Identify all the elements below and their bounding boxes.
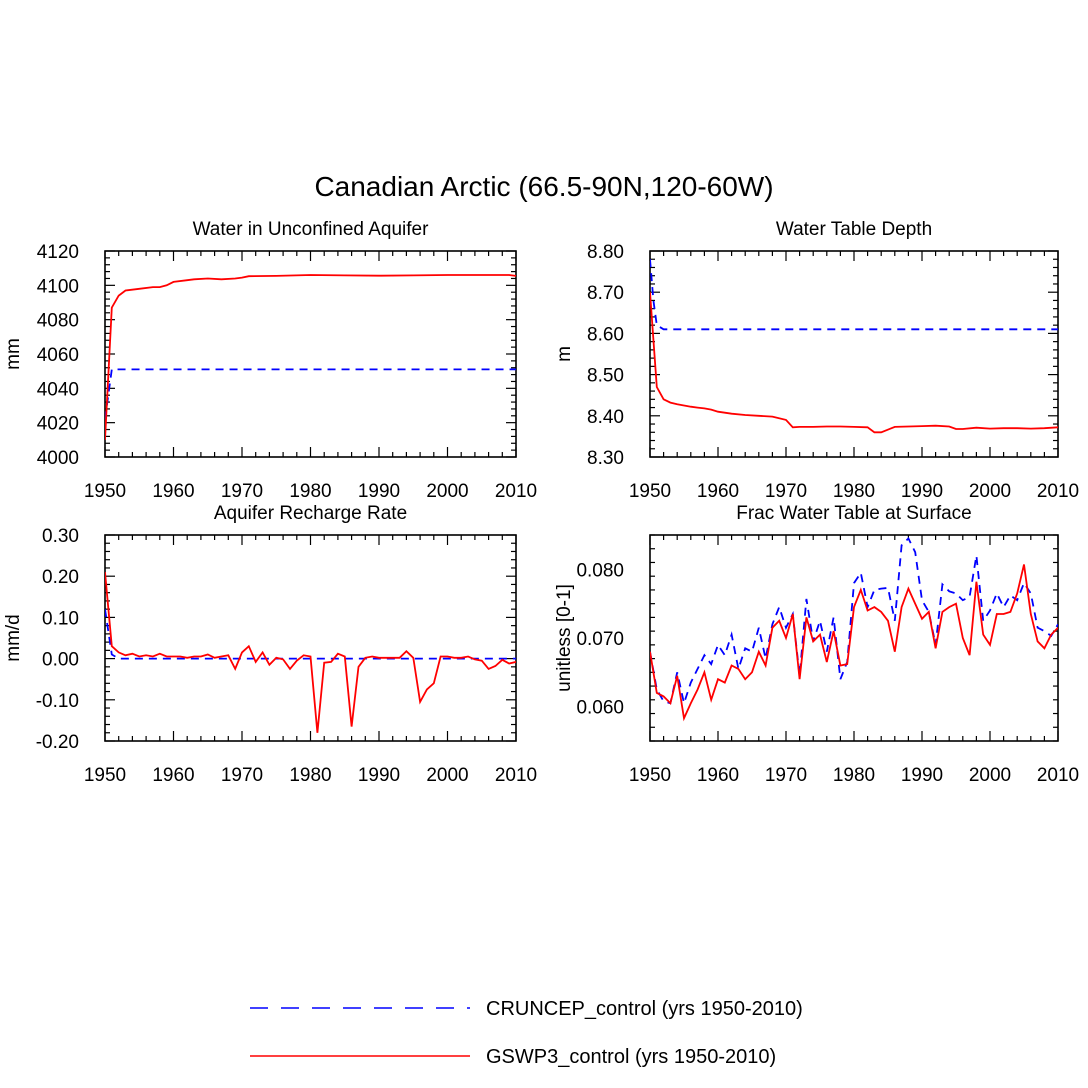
x-tick-label: 1980 bbox=[833, 481, 875, 502]
figure-title: Canadian Arctic (66.5-90N,120-60W) bbox=[314, 171, 773, 202]
x-tick-label: 2010 bbox=[1037, 481, 1079, 502]
panel-1: Water in Unconfined Aquifer mm 1950 1960 197… bbox=[3, 219, 537, 502]
x-tick-label: 1980 bbox=[289, 481, 331, 502]
legend-label-cruncep: CRUNCEP_control (yrs 1950-2010) bbox=[486, 998, 803, 1020]
y-tick-label: 4060 bbox=[37, 345, 79, 366]
y-tick-label: 8.40 bbox=[587, 407, 624, 428]
y-tick-label: 4100 bbox=[37, 276, 79, 297]
y-tick-label: 4120 bbox=[37, 242, 79, 263]
series-line-cruncep bbox=[105, 609, 516, 660]
y-tick-label: 0.20 bbox=[42, 567, 79, 588]
x-tick-label: 2010 bbox=[1037, 765, 1079, 786]
x-tick-label: 1960 bbox=[152, 765, 194, 786]
y-tick-label: 0.060 bbox=[576, 698, 624, 719]
series-line-cruncep bbox=[105, 368, 516, 420]
x-tick-label: 2010 bbox=[495, 765, 537, 786]
x-tick-label: 1950 bbox=[629, 481, 671, 502]
panels: Water in Unconfined Aquifer mm 1950 1960 197… bbox=[3, 219, 1079, 786]
panel-3: Aquifer Recharge Rate mm/d 1950 1960 1970 198… bbox=[3, 503, 537, 786]
series-line-cruncep bbox=[650, 259, 1058, 331]
x-tick-label: 1960 bbox=[152, 481, 194, 502]
x-tick-label: 1970 bbox=[765, 481, 807, 502]
x-tick-label: 1990 bbox=[358, 481, 400, 502]
y-tick-label: 0.080 bbox=[576, 560, 624, 581]
panel-2: Water Table Depth m 1950 1960 1970 1980 1990 20… bbox=[554, 219, 1079, 502]
x-tick-label: 2000 bbox=[426, 765, 468, 786]
y-tick-label: 4080 bbox=[37, 311, 79, 332]
y-tick-label: 0.00 bbox=[42, 650, 79, 671]
y-axis-label: unitless [0-1] bbox=[554, 584, 575, 692]
x-tick-label: 1970 bbox=[765, 765, 807, 786]
y-tick-label: 0.10 bbox=[42, 608, 79, 629]
x-tick-label: 1990 bbox=[901, 765, 943, 786]
y-tick-label: -0.20 bbox=[36, 732, 79, 753]
y-axis-label: m bbox=[554, 346, 575, 362]
x-tick-label: 1970 bbox=[221, 765, 263, 786]
x-tick-label: 1950 bbox=[84, 765, 126, 786]
y-tick-label: 8.50 bbox=[587, 366, 624, 387]
x-tick-label: 1990 bbox=[358, 765, 400, 786]
y-tick-label: -0.10 bbox=[36, 691, 79, 712]
x-tick-label: 1980 bbox=[289, 765, 331, 786]
y-axis-label: mm bbox=[3, 338, 24, 370]
plot-frame bbox=[649, 534, 1059, 742]
x-tick-label: 2000 bbox=[426, 481, 468, 502]
panel-title: Aquifer Recharge Rate bbox=[214, 503, 407, 524]
x-tick-label: 1950 bbox=[84, 481, 126, 502]
y-tick-label: 4000 bbox=[37, 448, 79, 469]
x-tick-label: 1950 bbox=[629, 765, 671, 786]
x-tick-label: 1960 bbox=[697, 765, 739, 786]
panel-title: Frac Water Table at Surface bbox=[736, 503, 972, 524]
x-tick-label: 2000 bbox=[969, 765, 1011, 786]
x-tick-label: 2000 bbox=[969, 481, 1011, 502]
panel-title: Water in Unconfined Aquifer bbox=[193, 219, 430, 240]
x-tick-label: 1960 bbox=[697, 481, 739, 502]
legend-label-gswp3: GSWP3_control (yrs 1950-2010) bbox=[486, 1046, 776, 1068]
series-line-gswp3 bbox=[105, 274, 516, 440]
y-tick-label: 4020 bbox=[37, 414, 79, 435]
y-tick-label: 8.70 bbox=[587, 283, 624, 304]
y-tick-label: 8.30 bbox=[587, 448, 624, 469]
x-tick-label: 1970 bbox=[221, 481, 263, 502]
y-tick-label: 4040 bbox=[37, 379, 79, 400]
y-tick-label: 0.070 bbox=[576, 629, 624, 650]
plot-frame bbox=[104, 534, 517, 742]
x-tick-label: 1980 bbox=[833, 765, 875, 786]
plot-frame bbox=[104, 250, 517, 458]
series-line-cruncep bbox=[650, 536, 1058, 707]
y-tick-label: 0.30 bbox=[42, 526, 79, 547]
panel-title: Water Table Depth bbox=[776, 219, 932, 240]
legend: CRUNCEP_control (yrs 1950-2010) GSWP3_co… bbox=[250, 998, 803, 1068]
series-line-gswp3 bbox=[105, 572, 516, 733]
series-line-gswp3 bbox=[650, 292, 1058, 434]
y-tick-label: 8.60 bbox=[587, 324, 624, 345]
x-tick-label: 2010 bbox=[495, 481, 537, 502]
y-tick-label: 8.80 bbox=[587, 242, 624, 263]
panel-4: Frac Water Table at Surface unitless [0-1… bbox=[554, 503, 1079, 786]
y-axis-label: mm/d bbox=[3, 614, 24, 662]
series-line-gswp3 bbox=[650, 564, 1058, 722]
x-tick-label: 1990 bbox=[901, 481, 943, 502]
